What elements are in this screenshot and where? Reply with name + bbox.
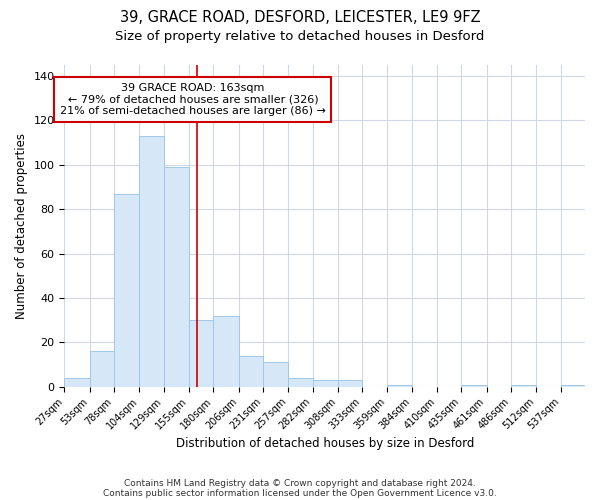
Y-axis label: Number of detached properties: Number of detached properties — [15, 133, 28, 319]
Bar — [239, 356, 263, 386]
Bar — [64, 378, 90, 386]
Bar — [560, 384, 585, 386]
Bar — [139, 136, 164, 386]
Bar — [288, 378, 313, 386]
Bar — [388, 384, 412, 386]
Bar — [461, 384, 487, 386]
Bar — [164, 167, 189, 386]
Bar — [189, 320, 213, 386]
Bar — [338, 380, 362, 386]
Text: Contains public sector information licensed under the Open Government Licence v3: Contains public sector information licen… — [103, 488, 497, 498]
X-axis label: Distribution of detached houses by size in Desford: Distribution of detached houses by size … — [176, 437, 474, 450]
Text: 39 GRACE ROAD: 163sqm
← 79% of detached houses are smaller (326)
21% of semi-det: 39 GRACE ROAD: 163sqm ← 79% of detached … — [60, 83, 326, 116]
Bar — [313, 380, 338, 386]
Text: Contains HM Land Registry data © Crown copyright and database right 2024.: Contains HM Land Registry data © Crown c… — [124, 478, 476, 488]
Bar — [511, 384, 536, 386]
Text: 39, GRACE ROAD, DESFORD, LEICESTER, LE9 9FZ: 39, GRACE ROAD, DESFORD, LEICESTER, LE9 … — [119, 10, 481, 25]
Bar — [213, 316, 239, 386]
Bar — [263, 362, 288, 386]
Text: Size of property relative to detached houses in Desford: Size of property relative to detached ho… — [115, 30, 485, 43]
Bar — [90, 351, 114, 386]
Bar — [114, 194, 139, 386]
